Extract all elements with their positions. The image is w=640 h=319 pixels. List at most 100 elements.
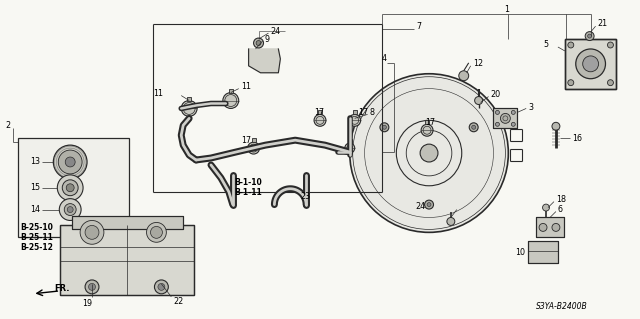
Bar xyxy=(72,216,183,229)
Bar xyxy=(72,216,183,229)
Bar xyxy=(229,89,233,93)
Text: B-1-10: B-1-10 xyxy=(234,178,262,187)
Circle shape xyxy=(154,280,168,294)
Circle shape xyxy=(421,124,433,136)
Bar xyxy=(187,97,191,100)
Text: 11: 11 xyxy=(241,82,251,91)
Text: B-25-12: B-25-12 xyxy=(20,243,54,252)
Circle shape xyxy=(66,184,74,192)
Circle shape xyxy=(582,56,598,72)
Bar xyxy=(536,218,564,237)
Text: 7: 7 xyxy=(416,22,421,31)
Text: 16: 16 xyxy=(572,134,582,143)
Circle shape xyxy=(58,150,82,174)
Text: B-1-11: B-1-11 xyxy=(234,188,262,197)
Bar xyxy=(528,241,558,263)
Text: 5: 5 xyxy=(543,40,548,48)
Circle shape xyxy=(147,222,166,242)
Polygon shape xyxy=(248,49,280,73)
Bar xyxy=(252,138,255,142)
Circle shape xyxy=(383,125,387,129)
Circle shape xyxy=(500,114,510,123)
Text: S3YA-B2400B: S3YA-B2400B xyxy=(536,302,588,311)
Bar xyxy=(18,138,129,237)
Circle shape xyxy=(223,93,239,108)
Circle shape xyxy=(349,74,508,232)
Text: 12: 12 xyxy=(473,59,483,68)
Circle shape xyxy=(150,226,163,238)
Text: 21: 21 xyxy=(598,19,608,28)
Circle shape xyxy=(58,175,83,201)
Circle shape xyxy=(88,283,95,290)
Text: 6: 6 xyxy=(558,205,563,214)
Circle shape xyxy=(469,123,478,132)
Bar xyxy=(493,108,517,128)
Text: 2: 2 xyxy=(6,121,11,130)
Circle shape xyxy=(607,42,613,48)
Text: 19: 19 xyxy=(82,299,92,308)
Text: 17: 17 xyxy=(314,108,324,117)
Circle shape xyxy=(53,145,87,179)
Bar xyxy=(318,110,322,115)
Circle shape xyxy=(67,207,73,212)
Bar xyxy=(528,241,558,263)
Text: 17: 17 xyxy=(358,108,368,117)
Circle shape xyxy=(475,97,483,105)
Bar xyxy=(493,108,517,128)
Circle shape xyxy=(62,180,78,196)
Circle shape xyxy=(85,226,99,239)
Circle shape xyxy=(607,80,613,85)
Circle shape xyxy=(459,71,468,81)
Circle shape xyxy=(64,204,76,216)
Circle shape xyxy=(85,280,99,294)
Text: 17: 17 xyxy=(425,118,435,127)
Circle shape xyxy=(424,200,433,209)
Text: B-25-10: B-25-10 xyxy=(20,223,54,232)
Circle shape xyxy=(181,100,197,116)
Text: 18: 18 xyxy=(556,195,566,204)
Circle shape xyxy=(588,34,591,38)
Circle shape xyxy=(380,123,389,132)
Bar xyxy=(60,226,194,295)
Circle shape xyxy=(427,203,431,207)
Circle shape xyxy=(539,223,547,231)
Text: 10: 10 xyxy=(515,248,525,257)
Text: 3: 3 xyxy=(528,103,533,112)
Circle shape xyxy=(495,122,499,126)
Text: 22: 22 xyxy=(173,297,184,306)
Circle shape xyxy=(552,122,560,130)
Bar xyxy=(348,139,352,143)
Text: FR.: FR. xyxy=(54,284,70,293)
Circle shape xyxy=(568,80,574,85)
Text: 24: 24 xyxy=(271,26,280,36)
Circle shape xyxy=(576,49,605,79)
Bar xyxy=(425,120,429,124)
Text: 11: 11 xyxy=(154,89,163,98)
Bar xyxy=(565,39,616,89)
Circle shape xyxy=(472,125,476,129)
Text: 15: 15 xyxy=(30,183,40,192)
Circle shape xyxy=(552,223,560,231)
Circle shape xyxy=(349,115,361,126)
Bar xyxy=(565,39,616,89)
Circle shape xyxy=(511,110,515,115)
Circle shape xyxy=(253,38,264,48)
Text: B-25-11: B-25-11 xyxy=(20,233,54,242)
Text: 4: 4 xyxy=(381,54,387,63)
Bar xyxy=(60,226,194,295)
Text: 20: 20 xyxy=(490,90,500,99)
Text: 8: 8 xyxy=(369,108,374,117)
Text: 17: 17 xyxy=(241,136,251,145)
Circle shape xyxy=(543,204,550,211)
Circle shape xyxy=(420,144,438,162)
Circle shape xyxy=(65,157,75,167)
Bar xyxy=(536,218,564,237)
Circle shape xyxy=(447,218,455,226)
Circle shape xyxy=(495,110,499,115)
Text: 13: 13 xyxy=(31,158,40,167)
Circle shape xyxy=(511,122,515,126)
Circle shape xyxy=(585,32,594,41)
Bar xyxy=(353,110,356,115)
Text: 1: 1 xyxy=(504,5,509,14)
Circle shape xyxy=(345,143,355,153)
